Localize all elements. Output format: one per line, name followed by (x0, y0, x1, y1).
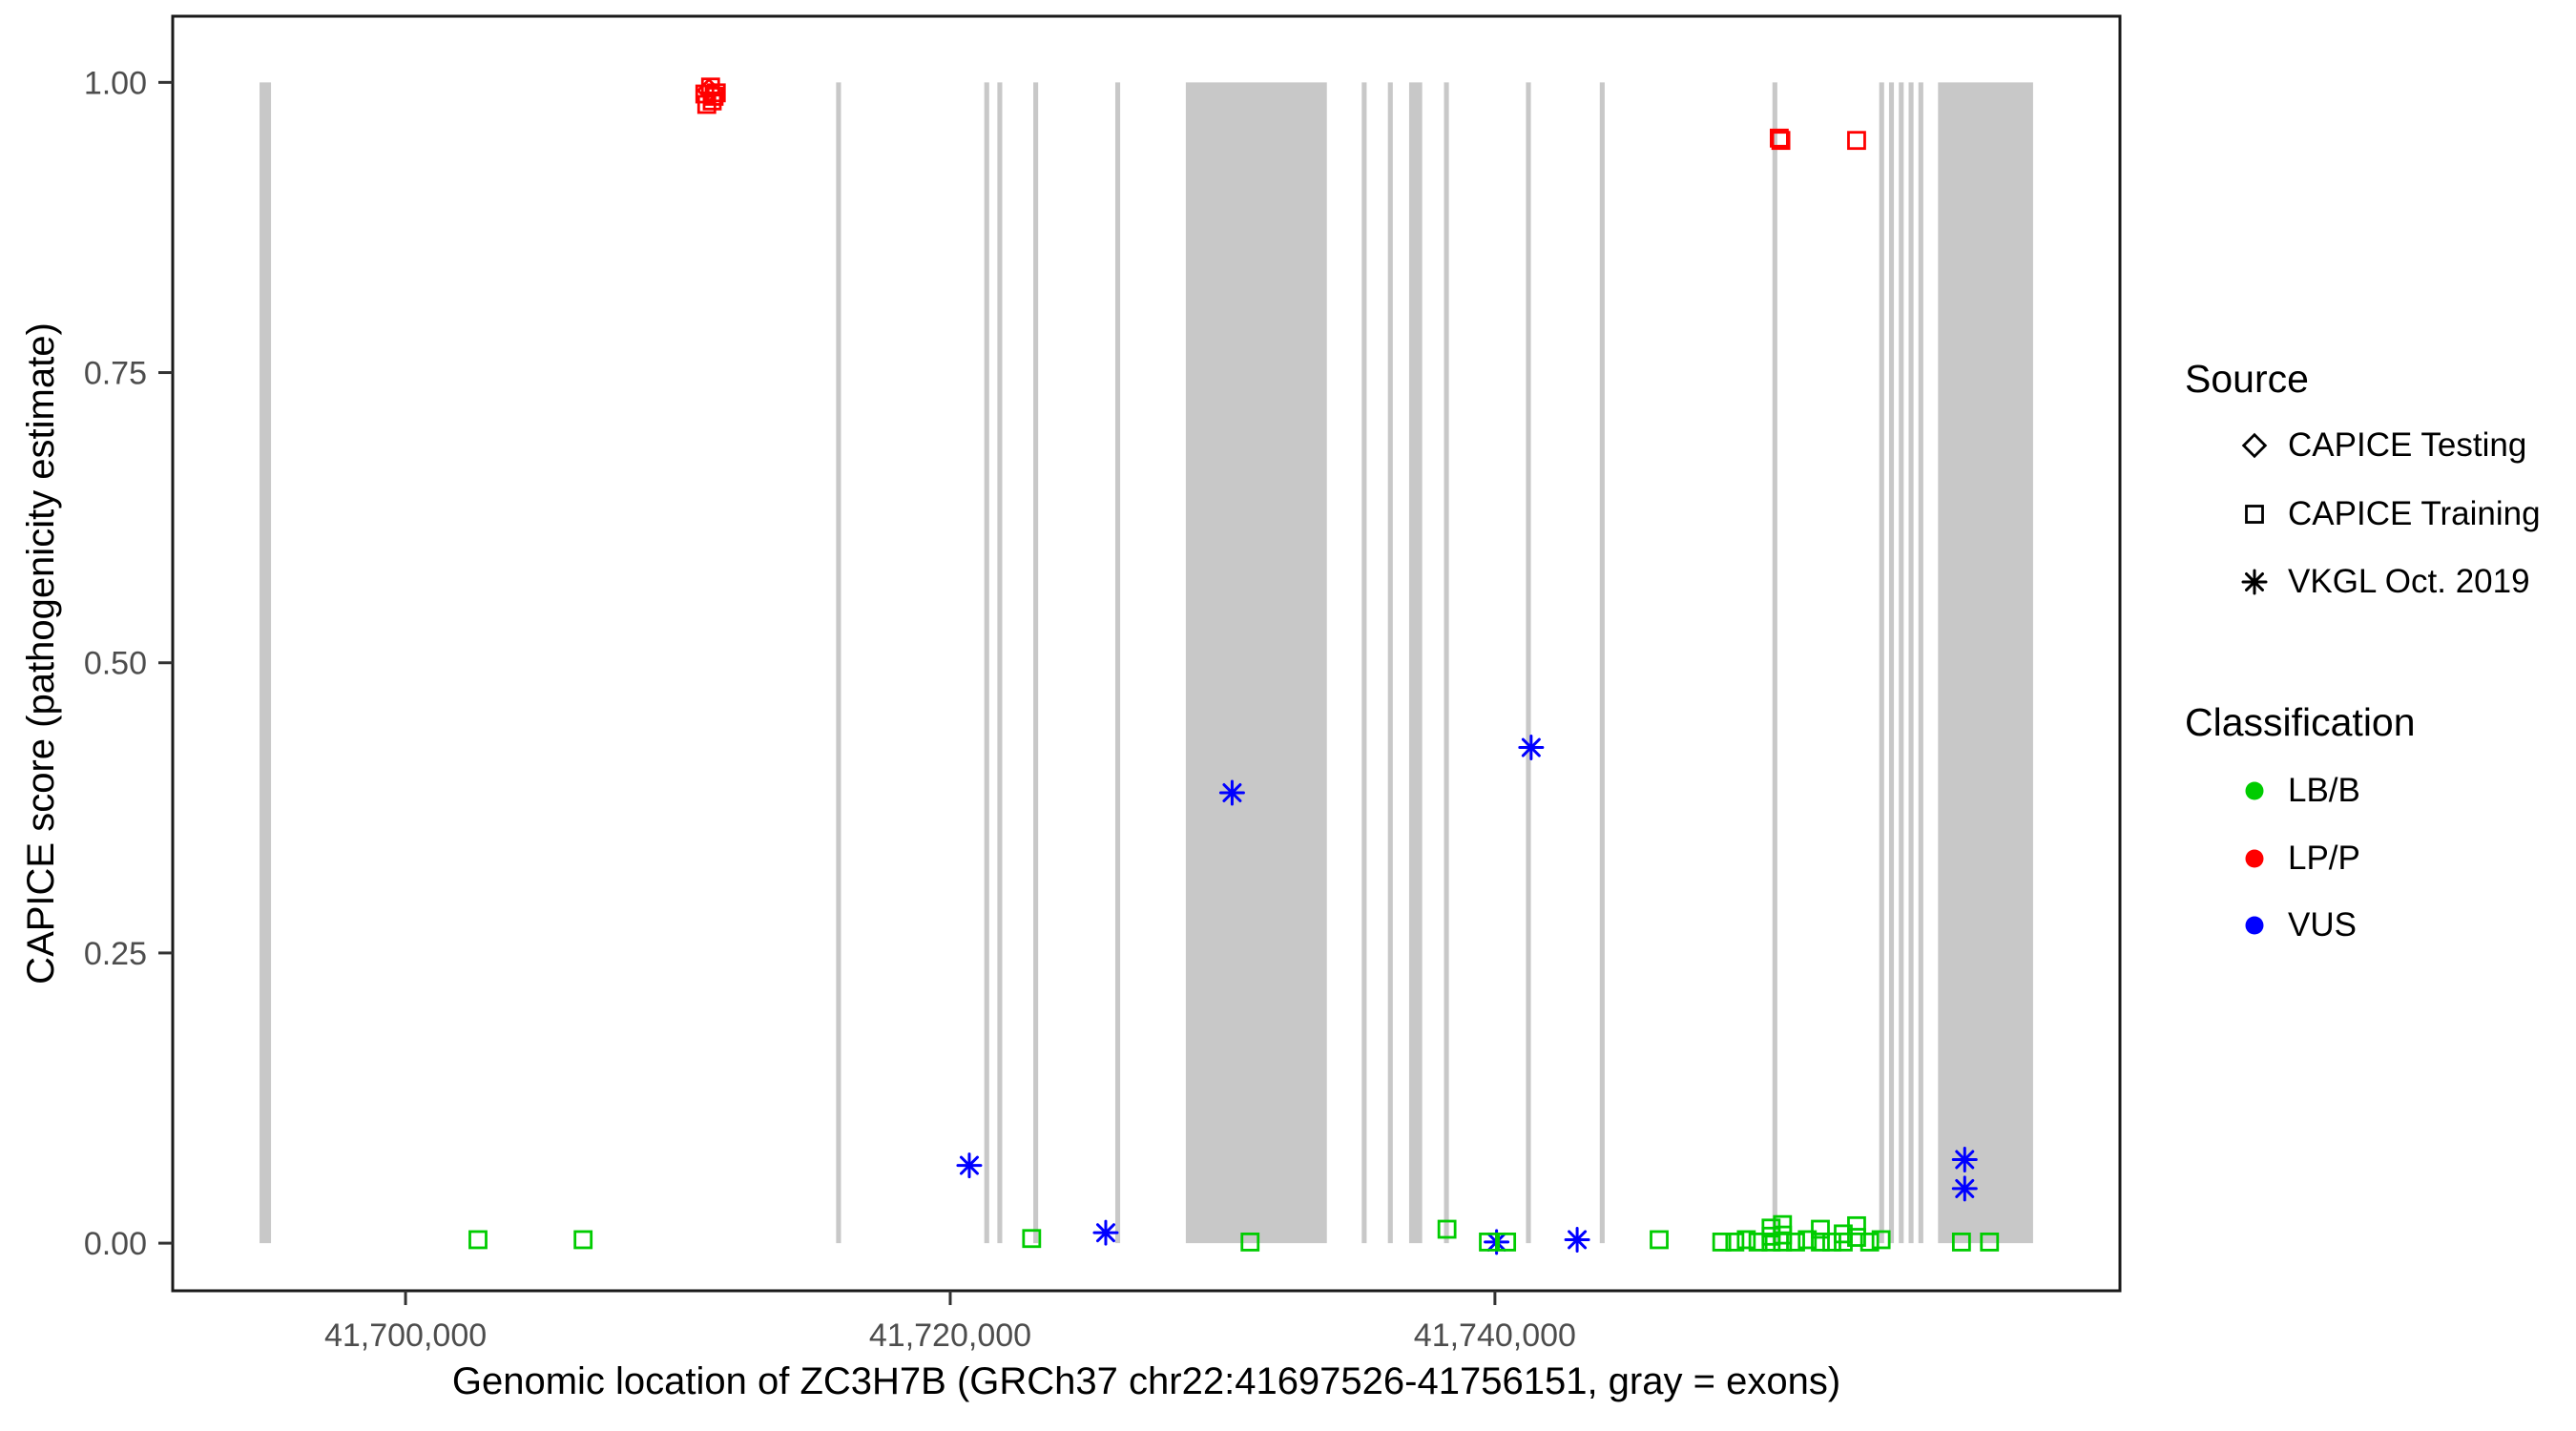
legend-item-source-square: CAPICE Training (2233, 492, 2541, 536)
legend-item-label: CAPICE Training (2288, 495, 2541, 532)
legend-item-label: CAPICE Testing (2288, 426, 2527, 464)
exon-band (1444, 82, 1449, 1244)
data-point-lpp-square (706, 83, 726, 103)
data-point-lbb-square (573, 1230, 593, 1250)
legend-key-glyph (2245, 916, 2264, 935)
legend-key-glyph (2245, 849, 2264, 868)
exon-band (1361, 82, 1367, 1244)
data-point-lbb-square (1811, 1219, 1830, 1239)
exon-band (1879, 82, 1884, 1244)
legend-item-label: LP/P (2288, 840, 2360, 877)
y-tick-label: 0.50 (84, 646, 147, 682)
exon-band (1772, 82, 1777, 1244)
panel-border (171, 14, 2122, 1293)
exon-band (1526, 82, 1531, 1244)
data-point-lpp-square (704, 87, 724, 106)
data-point-lbb-square (1497, 1232, 1517, 1252)
legend-item-label: VKGL Oct. 2019 (2288, 563, 2530, 600)
data-point-vus-asterisk (1564, 1226, 1590, 1253)
y-tick-label: 0.75 (84, 356, 147, 392)
data-point-lpp-diamond (696, 77, 722, 104)
legend-key-circle-icon (2245, 849, 2264, 868)
exon-band (997, 82, 1003, 1244)
data-point-lbb-square (1712, 1232, 1732, 1252)
exon-band (836, 82, 841, 1244)
y-tick-label: 1.00 (84, 65, 147, 101)
data-point-lbb-square (1479, 1232, 1498, 1252)
legend-key-glyph (2245, 505, 2264, 524)
legend-item-class-lbb: LB/B (2233, 769, 2360, 813)
legend-item-label: LB/B (2288, 772, 2360, 809)
data-point-lbb-square (1980, 1232, 2000, 1252)
legend-key-square-icon (2245, 505, 2264, 524)
data-point-lbb-square (1951, 1232, 1971, 1252)
legend-key-glyph (2241, 432, 2268, 459)
x-tick-label: 41,700,000 (324, 1317, 487, 1354)
data-point-lbb-square (1786, 1232, 1805, 1252)
legend-classification-title: Classification (2185, 700, 2416, 744)
legend: Source CAPICE Testing CAPICE Training VKGL… (2185, 0, 2576, 1431)
data-point-lbb-square (1748, 1232, 1768, 1252)
data-point-vus-asterisk (1951, 1175, 1978, 1202)
legend-item-source-asterisk: VKGL Oct. 2019 (2233, 560, 2530, 604)
y-tick-label: 0.25 (84, 936, 147, 972)
exon-band (1918, 82, 1923, 1244)
legend-source-title: Source (2185, 357, 2309, 401)
exon-band (984, 82, 989, 1244)
x-axis-title: Genomic location of ZC3H7B (GRCh37 chr22… (451, 1360, 1841, 1402)
legend-key-diamond-icon (2241, 432, 2268, 459)
legend-item-source-diamond: CAPICE Testing (2233, 424, 2526, 467)
x-tick-label: 41,720,000 (869, 1317, 1031, 1354)
exon-band (1033, 82, 1039, 1244)
exon-band (1908, 82, 1914, 1244)
data-point-lbb-square (1797, 1230, 1818, 1250)
exon-band (1408, 82, 1423, 1244)
data-point-lpp-square (1769, 128, 1789, 148)
data-point-lpp-square (1847, 131, 1866, 151)
legend-item-class-lpp: LP/P (2233, 837, 2360, 881)
data-point-vus-asterisk (1218, 779, 1245, 806)
exon-band (1888, 82, 1895, 1244)
data-point-lbb-square (1437, 1219, 1457, 1239)
data-point-lbb-square (1773, 1232, 1793, 1252)
data-point-lbb-square (468, 1230, 488, 1250)
data-point-lbb-square (1811, 1232, 1830, 1252)
exon-band (1387, 82, 1393, 1244)
data-point-lbb-square (1240, 1232, 1260, 1252)
data-point-lbb-square (1736, 1230, 1756, 1250)
legend-item-label: VUS (2288, 906, 2357, 944)
data-point-lbb-square (1871, 1230, 1891, 1250)
data-point-lbb-square (1859, 1232, 1880, 1252)
data-point-vus-asterisk (956, 1152, 983, 1179)
exon-band (1185, 82, 1327, 1244)
data-point-lbb-square (1650, 1230, 1669, 1250)
data-point-vus-asterisk (1092, 1219, 1119, 1246)
exon-band (1114, 82, 1121, 1244)
legend-key-glyph (2241, 569, 2268, 595)
data-point-lbb-square (1834, 1232, 1853, 1252)
data-point-lbb-square (1022, 1229, 1042, 1249)
legend-key-circle-icon (2245, 781, 2264, 800)
y-tick-label: 0.00 (84, 1226, 147, 1262)
data-point-vus-asterisk (1951, 1147, 1978, 1173)
legend-key-circle-icon (2245, 916, 2264, 935)
data-point-lbb-square (1847, 1215, 1866, 1235)
data-point-lbb-square (1847, 1228, 1866, 1247)
data-point-lpp-square (1771, 131, 1791, 151)
exon-band (1599, 82, 1605, 1244)
exon-band (1899, 82, 1904, 1244)
data-point-vus-asterisk (1518, 735, 1545, 761)
x-tick-label: 41,740,000 (1414, 1317, 1576, 1354)
exon-band (1938, 82, 2033, 1244)
data-point-lbb-square (1725, 1232, 1745, 1252)
legend-item-class-vus: VUS (2233, 903, 2357, 947)
legend-key-glyph (2245, 781, 2264, 800)
legend-key-asterisk-icon (2241, 569, 2268, 595)
exon-band (260, 82, 272, 1244)
y-axis-title: CAPICE score (pathogenicity estimate) (20, 322, 62, 985)
